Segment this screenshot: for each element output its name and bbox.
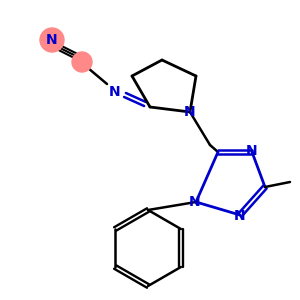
Text: N: N xyxy=(189,195,201,209)
Circle shape xyxy=(40,28,64,52)
Text: N: N xyxy=(109,85,121,99)
Circle shape xyxy=(72,52,92,72)
Text: N: N xyxy=(234,209,246,223)
Text: N: N xyxy=(246,144,258,158)
Text: N: N xyxy=(184,105,196,119)
Text: N: N xyxy=(46,33,58,47)
